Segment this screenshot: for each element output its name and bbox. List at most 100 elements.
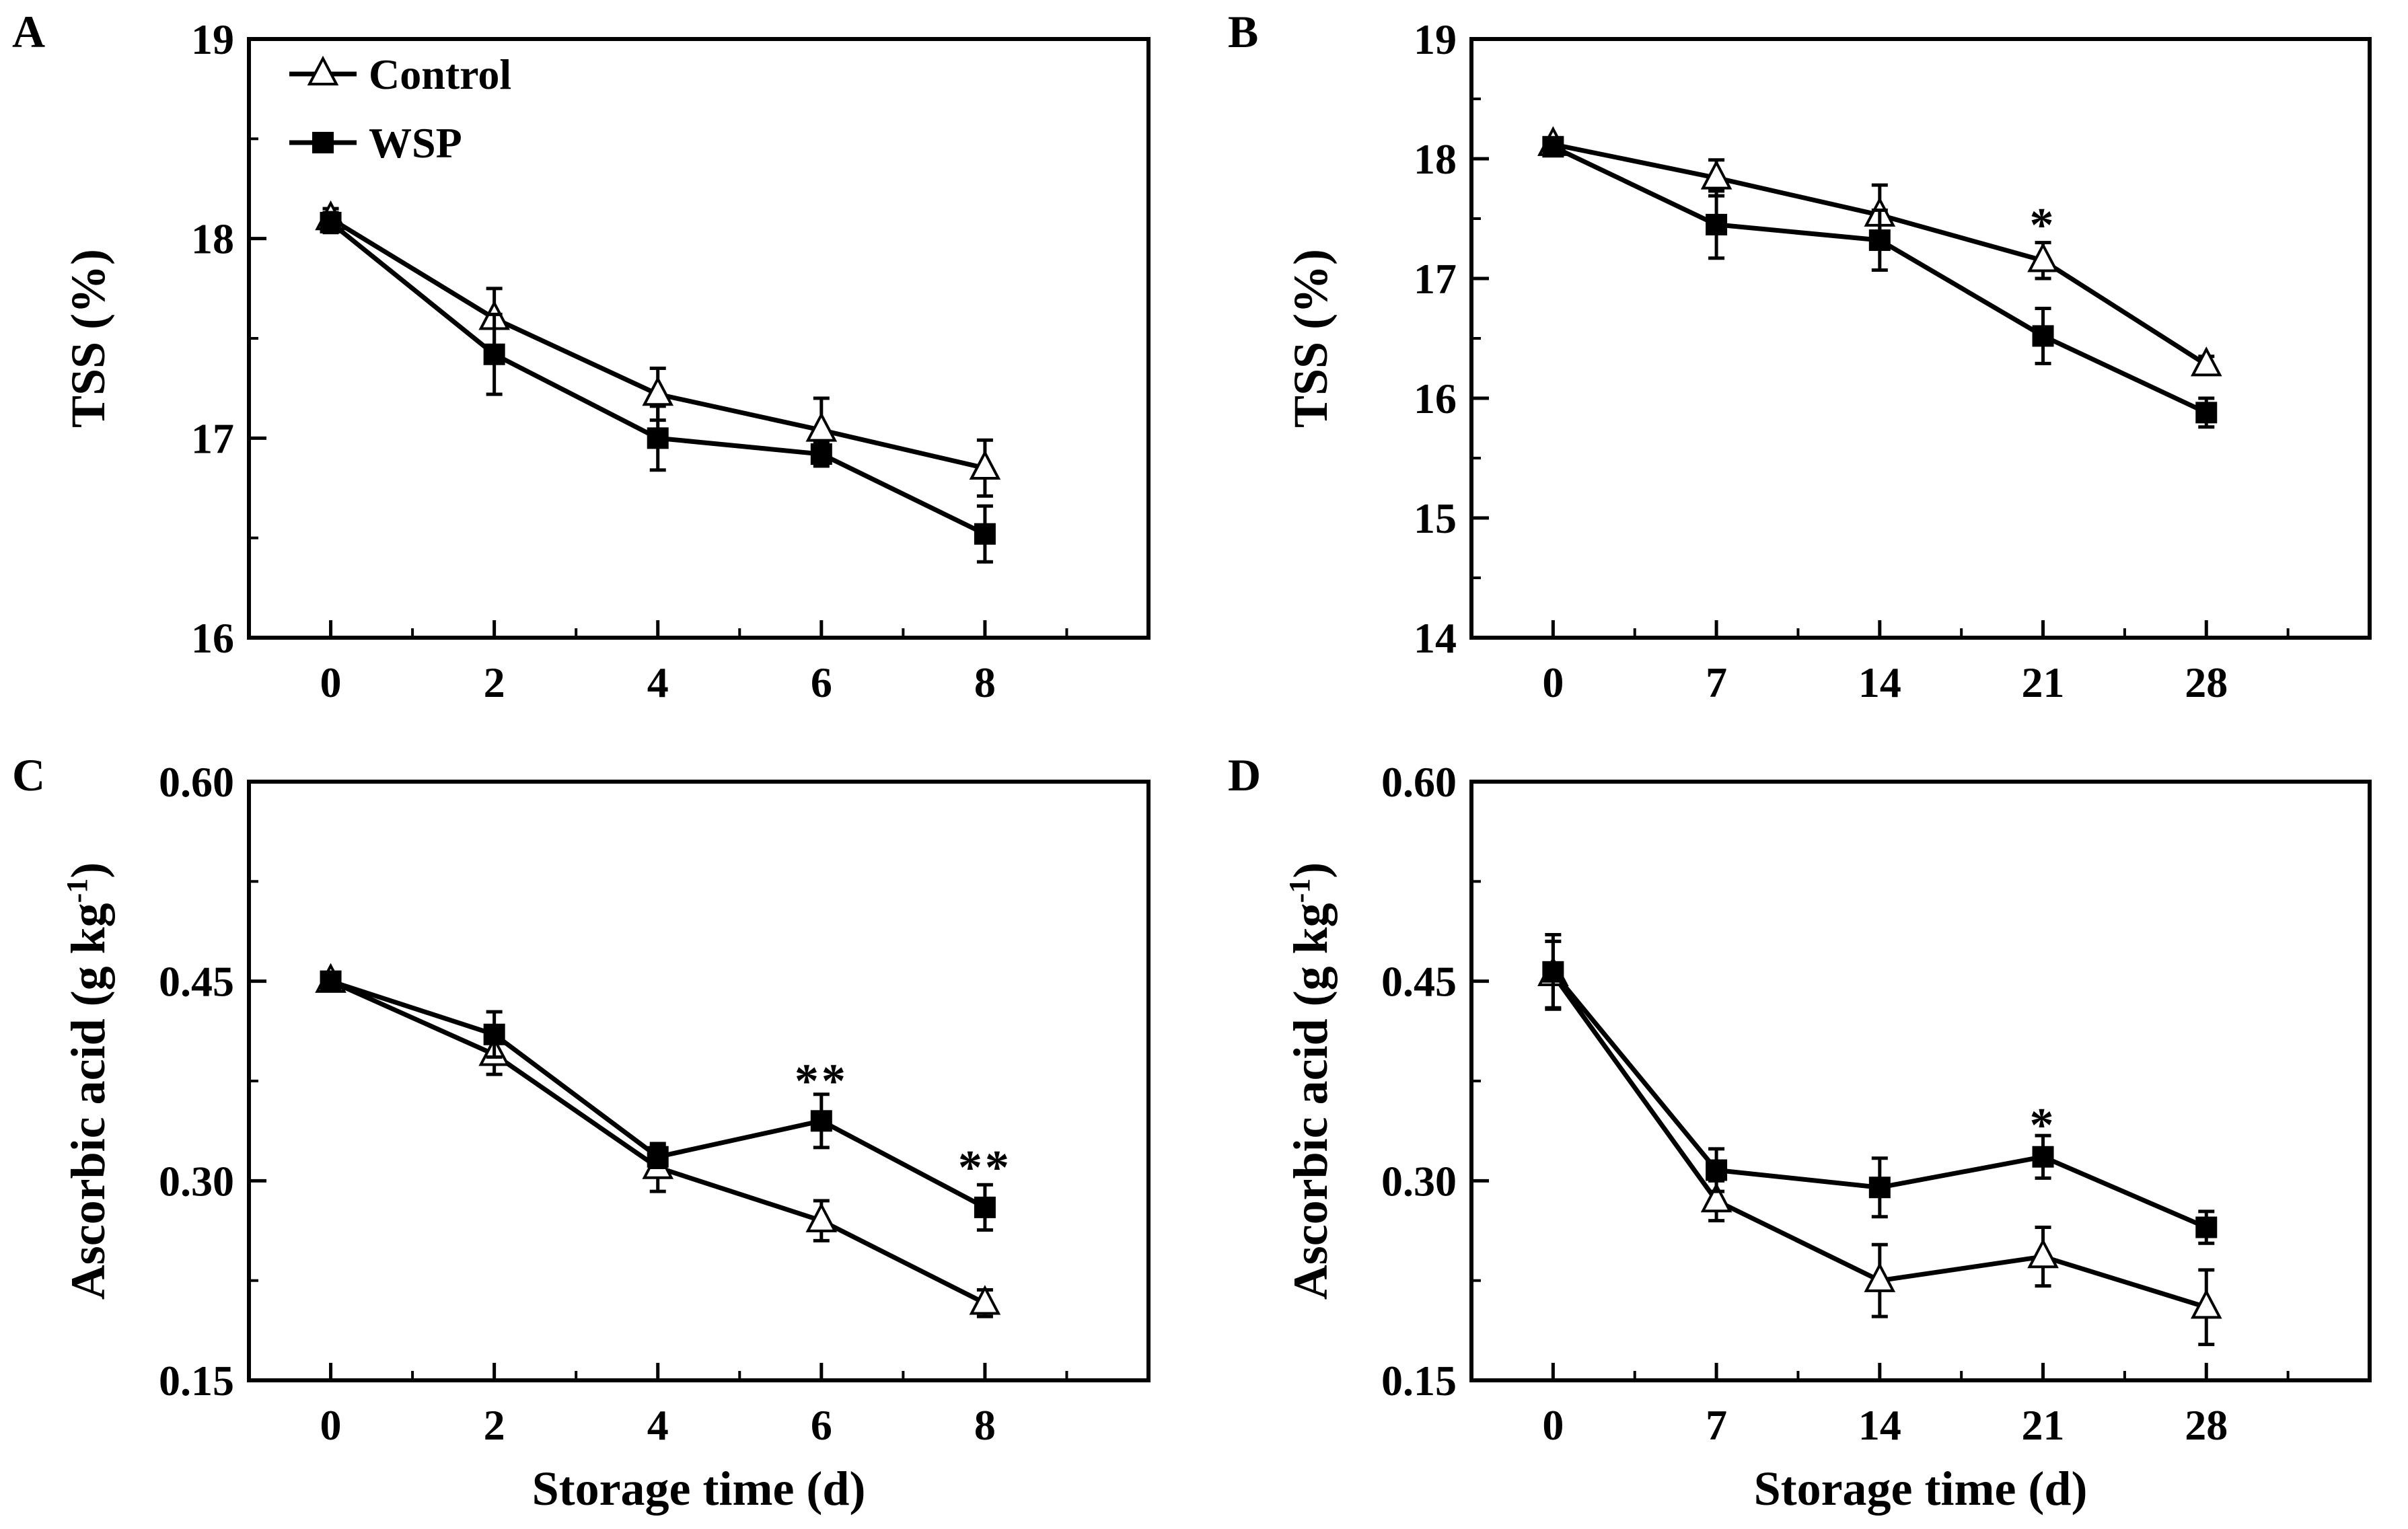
legend-label: WSP <box>369 119 462 167</box>
y-tick-label: 19 <box>191 15 234 63</box>
data-point-triangle <box>1700 159 1732 190</box>
data-point-triangle <box>969 1285 1001 1315</box>
panel-label: D <box>1228 749 1261 800</box>
x-tick-label: 0 <box>1542 659 1564 706</box>
y-tick-label: 18 <box>191 215 234 263</box>
x-tick-label: 0 <box>320 1401 342 1449</box>
series-wsp <box>320 970 996 1232</box>
series-wsp <box>1542 932 2218 1245</box>
data-point-triangle <box>2190 346 2222 377</box>
x-tick-label: 6 <box>811 1401 832 1449</box>
legend-square-marker <box>312 132 334 153</box>
data-point-triangle <box>805 1202 838 1232</box>
data-point-square <box>2032 325 2054 347</box>
y-axis-label: TSS (%) <box>61 249 115 428</box>
series-wsp <box>1542 136 2218 429</box>
data-point-square <box>1542 961 1564 983</box>
data-point-triangle <box>805 412 838 442</box>
data-point-triangle <box>2027 242 2059 272</box>
x-tick-label: 8 <box>974 1401 996 1449</box>
data-point-square <box>974 1196 996 1218</box>
data-point-square <box>320 211 342 233</box>
y-axis-label: TSS (%) <box>1284 249 1338 428</box>
data-point-square <box>483 343 505 365</box>
x-tick-label: 0 <box>1542 1401 1564 1449</box>
y-tick-label: 16 <box>191 614 234 662</box>
legend-item-control: Control <box>289 50 511 98</box>
y-tick-label: 18 <box>1414 135 1457 183</box>
y-tick-label: 15 <box>1414 494 1457 542</box>
panel-D: D 0.15 0.30 0.45 0.60 0 7 14 21 28 Ascorbic acid (… <box>1228 749 2372 1516</box>
legend: Control WSP <box>289 50 511 167</box>
data-point-square <box>2195 1216 2218 1238</box>
x-tick-label: 21 <box>2022 1401 2065 1449</box>
data-point-square <box>647 1146 669 1168</box>
data-point-square <box>810 1110 832 1132</box>
x-tick-label: 4 <box>647 1401 669 1449</box>
significance-marker: * <box>2030 198 2057 252</box>
data-point-triangle <box>2027 1238 2059 1269</box>
y-tick-label: 0.60 <box>159 758 234 806</box>
significance-marker: * <box>2030 1098 2057 1152</box>
x-tick-label: 0 <box>320 659 342 706</box>
panel-C: C 0.15 0.30 0.45 0.60 0 2 4 6 8 Ascorbic acid (g k… <box>12 749 1151 1516</box>
x-axis-label: Storage time (d) <box>532 1462 866 1516</box>
panel-label: A <box>12 6 45 57</box>
x-tick-label: 28 <box>2185 659 2228 706</box>
plot-frame <box>1469 780 2372 1382</box>
x-tick-label: 14 <box>1858 1401 1901 1449</box>
data-point-square <box>1706 1159 1728 1181</box>
panel-A: A 16 17 18 19 0 2 4 6 8 TSS (%) Control WSP <box>12 6 1151 706</box>
x-tick-label: 7 <box>1706 659 1727 706</box>
x-tick-label: 8 <box>974 659 996 706</box>
legend-label: Control <box>369 50 511 98</box>
x-tick-label: 4 <box>647 659 669 706</box>
series-control <box>1537 939 2222 1347</box>
series-control <box>315 963 1001 1318</box>
data-point-square <box>483 1023 505 1045</box>
data-point-square <box>647 427 669 449</box>
data-point-triangle <box>969 449 1001 480</box>
significance-marker: ** <box>958 1141 1012 1195</box>
data-point-square <box>2032 1146 2054 1168</box>
y-tick-label: 14 <box>1414 614 1457 662</box>
data-point-square <box>974 523 996 545</box>
x-tick-label: 28 <box>2185 1401 2228 1449</box>
y-axis-label: Ascorbic acid (g kg-1) <box>1283 862 1338 1300</box>
x-axis-label: Storage time (d) <box>1754 1462 2088 1516</box>
y-tick-label: 17 <box>191 414 234 462</box>
panel-label: C <box>12 749 45 800</box>
x-tick-label: 7 <box>1706 1401 1727 1449</box>
legend-item-wsp: WSP <box>289 119 462 167</box>
y-tick-label: 17 <box>1414 255 1457 303</box>
x-tick-label: 2 <box>484 1401 505 1449</box>
panel-B: B 14 15 16 17 18 19 0 7 14 21 28 TSS (%) * <box>1228 6 2372 706</box>
data-point-triangle <box>2190 1289 2222 1319</box>
data-point-square <box>1868 1177 1891 1199</box>
y-tick-label: 16 <box>1414 375 1457 422</box>
y-tick-label: 0.60 <box>1381 758 1457 806</box>
data-point-square <box>1868 229 1891 252</box>
data-point-triangle <box>1864 1262 1896 1292</box>
x-tick-label: 21 <box>2022 659 2065 706</box>
y-tick-label: 0.15 <box>159 1357 234 1405</box>
data-point-triangle <box>1700 1182 1732 1213</box>
x-tick-label: 14 <box>1858 659 1901 706</box>
data-point-square <box>810 443 832 465</box>
y-tick-label: 0.45 <box>1381 958 1457 1006</box>
y-axis-label: Ascorbic acid (g kg-1) <box>61 862 115 1300</box>
data-point-square <box>2195 402 2218 424</box>
legend-triangle-marker <box>307 55 339 85</box>
y-tick-label: 19 <box>1414 15 1457 63</box>
y-tick-label: 0.30 <box>159 1157 234 1205</box>
x-tick-label: 6 <box>811 659 832 706</box>
y-tick-label: 0.30 <box>1381 1157 1457 1205</box>
data-point-square <box>1706 213 1728 235</box>
plot-frame <box>247 780 1151 1382</box>
series-wsp <box>320 211 996 564</box>
data-point-square <box>1542 136 1564 158</box>
panel-label: B <box>1228 6 1258 57</box>
data-point-triangle <box>642 375 674 406</box>
y-tick-label: 0.45 <box>159 958 234 1006</box>
